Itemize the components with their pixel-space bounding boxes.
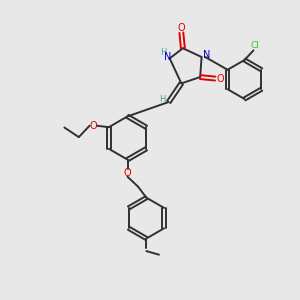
Text: O: O [217,74,224,84]
Text: O: O [178,22,185,33]
Text: H: H [160,49,166,58]
Text: N: N [203,50,210,60]
Text: N: N [164,52,172,62]
Text: H: H [159,95,165,104]
Text: O: O [89,121,97,131]
Text: Cl: Cl [250,41,260,50]
Text: O: O [124,168,131,178]
